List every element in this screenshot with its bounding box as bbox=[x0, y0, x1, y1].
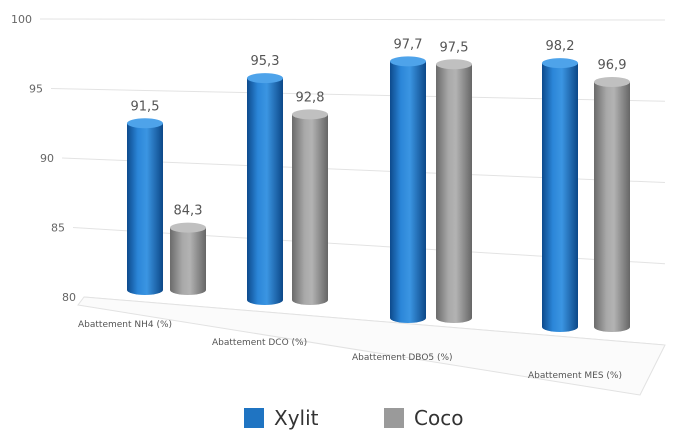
x-tick-label: Abattement DCO (%) bbox=[212, 338, 307, 348]
bar-xylit bbox=[247, 73, 283, 306]
bar-xylit bbox=[542, 58, 578, 332]
data-label: 91,5 bbox=[131, 99, 160, 114]
y-tick-label: 95 bbox=[29, 83, 43, 96]
bar-xylit bbox=[390, 56, 426, 323]
bar-coco bbox=[292, 109, 328, 306]
legend-label-coco: Coco bbox=[414, 406, 464, 430]
floor bbox=[77, 296, 666, 396]
bar-coco bbox=[436, 59, 472, 323]
y-tick-label: 85 bbox=[51, 222, 65, 235]
category-labels: Abattement NH4 (%) Abattement DCO (%) Abat… bbox=[78, 320, 622, 381]
data-label: 98,2 bbox=[546, 39, 575, 54]
bar-xylit bbox=[127, 118, 163, 295]
legend-label-xylit: Xylit bbox=[274, 406, 319, 430]
legend-item-coco: Coco bbox=[384, 406, 463, 430]
legend: Xylit Coco bbox=[0, 406, 675, 430]
data-label: 84,3 bbox=[174, 204, 203, 219]
y-tick-label: 90 bbox=[40, 152, 54, 165]
y-tick-label: 80 bbox=[62, 291, 76, 304]
data-label: 95,3 bbox=[251, 54, 280, 69]
data-label: 97,7 bbox=[394, 37, 423, 52]
bar-coco bbox=[170, 222, 206, 295]
data-label: 96,9 bbox=[598, 58, 627, 73]
gridline bbox=[39, 18, 666, 21]
legend-swatch-coco bbox=[384, 408, 404, 428]
data-label: 97,5 bbox=[440, 40, 469, 55]
legend-item-xylit: Xylit bbox=[244, 406, 319, 430]
x-tick-label: Abattement MES (%) bbox=[528, 371, 622, 381]
data-labels: 91,5 84,3 95,3 92,8 97,7 97,5 98,2 96,9 bbox=[131, 37, 627, 218]
y-tick-label: 100 bbox=[11, 13, 32, 26]
x-tick-label: Abattement DBO5 (%) bbox=[352, 353, 453, 363]
data-label: 92,8 bbox=[296, 90, 325, 105]
x-tick-label: Abattement NH4 (%) bbox=[78, 320, 172, 330]
legend-swatch-xylit bbox=[244, 408, 264, 428]
bars bbox=[127, 56, 630, 332]
bar-coco bbox=[594, 76, 630, 332]
